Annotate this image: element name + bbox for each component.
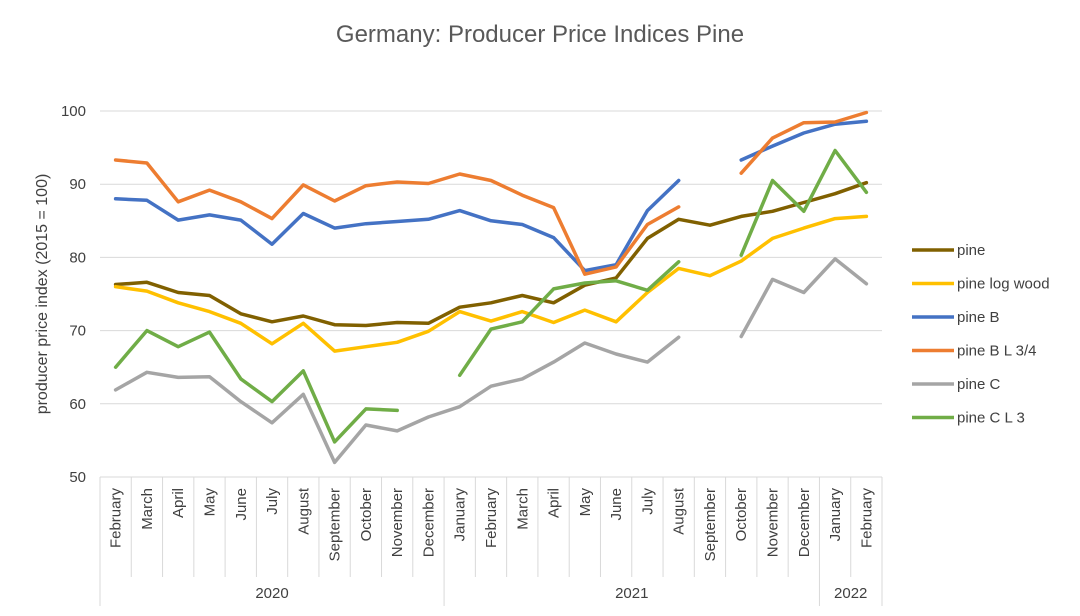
x-tick-label: July <box>639 488 656 515</box>
series-line-segment <box>739 110 869 175</box>
x-tick-label: December <box>420 488 437 557</box>
series-line-segment <box>739 257 869 339</box>
legend-label: pine C L 3 <box>957 410 1025 427</box>
y-tick-label: 50 <box>69 469 86 486</box>
x-axis: February March April May June July August Septe… <box>99 477 883 606</box>
legend-label: pine B L 3/4 <box>957 343 1037 360</box>
x-tick-label: February <box>858 488 875 549</box>
series-pine <box>113 180 869 328</box>
x-tick-label: February <box>483 488 500 549</box>
y-tick-label: 70 <box>69 323 86 340</box>
y-tick-label: 100 <box>61 103 86 120</box>
y-tick-label: 60 <box>69 396 86 413</box>
legend-label: pine B <box>957 309 1000 326</box>
x-tick-label: September <box>327 488 344 561</box>
x-year-label: 2022 <box>834 585 867 602</box>
x-tick-label: January <box>827 488 844 542</box>
x-tick-label: December <box>796 488 813 557</box>
chart-title: Germany: Producer Price Indices Pine <box>336 21 744 48</box>
x-tick-label: April <box>170 488 187 518</box>
y-axis-ticks: 50 60 70 80 90 100 <box>61 103 86 486</box>
x-tick-label: November <box>765 488 782 557</box>
series-line-segment <box>113 180 869 328</box>
x-year-label: 2021 <box>615 585 648 602</box>
series-line-segment <box>739 148 869 257</box>
series-pine-log-wood <box>113 214 869 353</box>
y-axis-label: producer price index (2015 = 100) <box>34 174 51 415</box>
series-line-segment <box>113 158 681 276</box>
series-pine-c <box>113 257 869 465</box>
x-tick-label: November <box>389 488 406 557</box>
x-tick-label: May <box>201 488 218 517</box>
x-tick-label: September <box>702 488 719 561</box>
x-tick-label: March <box>514 488 531 530</box>
x-tick-label: July <box>264 488 281 515</box>
x-tick-label: March <box>139 488 156 530</box>
series-line-segment <box>113 328 399 444</box>
x-tick-label: October <box>733 488 750 541</box>
x-tick-label: May <box>577 488 594 517</box>
series-line-segment <box>457 260 681 378</box>
x-tick-label: August <box>295 487 312 535</box>
legend-label: pine C <box>957 376 1001 393</box>
x-tick-label: June <box>608 488 625 521</box>
x-tick-label: August <box>671 487 688 535</box>
x-tick-label: June <box>233 488 250 521</box>
series-line-segment <box>113 335 681 465</box>
x-tick-label: October <box>358 488 375 541</box>
x-year-label: 2020 <box>255 585 288 602</box>
series-pine-c-l-3 <box>113 148 869 444</box>
x-tick-label: January <box>452 488 469 542</box>
y-tick-label: 80 <box>69 249 86 266</box>
series-pine-b-l-3-4 <box>113 110 869 276</box>
x-tick-label: April <box>546 488 563 518</box>
series-line-segment <box>113 214 869 353</box>
legend: pine pine log wood pine B pine B L 3/4 pine … <box>912 242 1050 427</box>
series-lines <box>113 110 869 465</box>
legend-label: pine <box>957 242 985 259</box>
x-tick-label: February <box>108 488 125 549</box>
y-tick-label: 90 <box>69 176 86 193</box>
legend-label: pine log wood <box>957 276 1050 293</box>
